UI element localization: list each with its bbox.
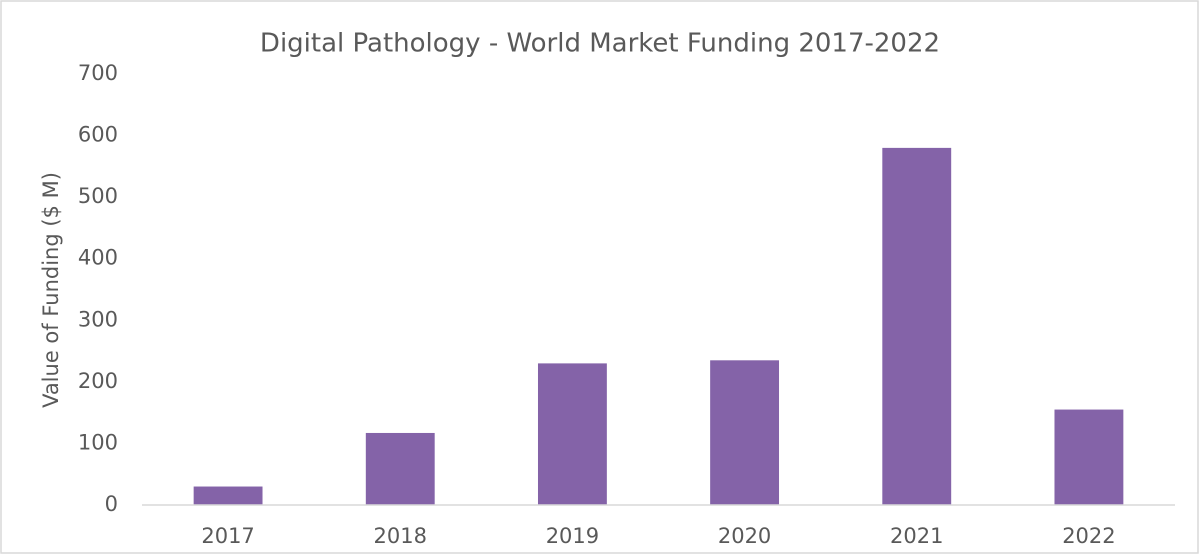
x-tick-label: 2020 [718, 524, 771, 548]
bar [710, 360, 780, 505]
y-tick-label: 0 [105, 492, 118, 516]
bar [1054, 409, 1124, 505]
y-tick-label: 400 [78, 246, 118, 270]
y-tick-label: 100 [78, 430, 118, 454]
y-tick-label: 500 [78, 184, 118, 208]
x-tick-label: 2018 [374, 524, 427, 548]
y-tick-label: 700 [78, 61, 118, 85]
y-axis-title: Value of Funding ($ M) [39, 172, 63, 408]
x-tick-label: 2022 [1062, 524, 1115, 548]
bar [882, 147, 952, 505]
bar [365, 432, 435, 505]
y-tick-label: 600 [78, 123, 118, 147]
bar [193, 486, 263, 505]
x-tick-label: 2019 [546, 524, 599, 548]
bar [537, 363, 607, 505]
chart-title: Digital Pathology - World Market Funding… [260, 29, 940, 59]
x-tick-label: 2017 [201, 524, 254, 548]
x-tick-label: 2021 [890, 524, 943, 548]
y-tick-label: 200 [78, 369, 118, 393]
y-tick-label: 300 [78, 307, 118, 331]
